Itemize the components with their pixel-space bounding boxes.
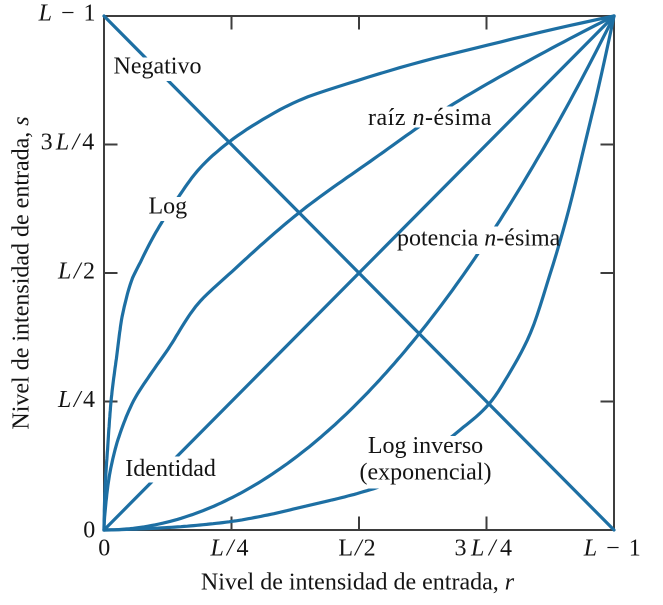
svg-text:raíz n-ésima: raíz n-ésima bbox=[368, 105, 492, 131]
svg-text:L/2: L/2 bbox=[57, 259, 98, 285]
svg-text:Log inverso: Log inverso bbox=[368, 433, 483, 459]
svg-text:0: 0 bbox=[98, 536, 110, 562]
svg-text:L/2: L/2 bbox=[338, 536, 377, 562]
svg-text:L/4: L/4 bbox=[209, 536, 251, 562]
svg-text:3L/4: 3L/4 bbox=[454, 536, 516, 562]
svg-text:Log: Log bbox=[149, 194, 188, 220]
svg-text:0: 0 bbox=[83, 518, 95, 544]
svg-text:Negativo: Negativo bbox=[114, 54, 202, 80]
svg-text:(exponencial): (exponencial) bbox=[360, 460, 492, 486]
svg-text:Nivel de intensidad de entrada: Nivel de intensidad de entrada, r bbox=[201, 570, 515, 596]
svg-text:Nivel de intensidad de entrada: Nivel de intensidad de entrada, s bbox=[9, 116, 35, 429]
svg-text:Identidad: Identidad bbox=[125, 456, 216, 482]
svg-text:L − 1: L − 1 bbox=[583, 536, 642, 562]
svg-text:L − 1: L − 1 bbox=[38, 1, 97, 27]
svg-text:3L/4: 3L/4 bbox=[41, 130, 98, 156]
svg-text:potencia n-ésima: potencia n-ésima bbox=[397, 226, 561, 252]
svg-text:L/4: L/4 bbox=[57, 387, 98, 413]
